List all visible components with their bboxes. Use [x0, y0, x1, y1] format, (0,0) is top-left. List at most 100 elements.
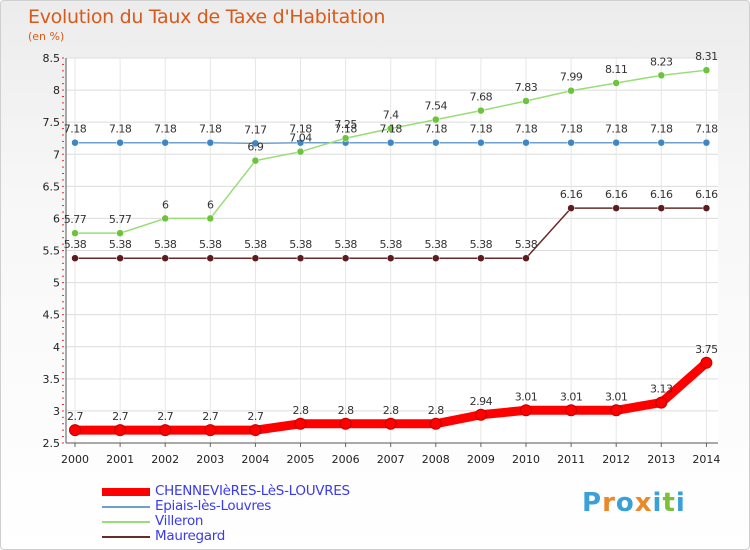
y-tick-label: 5 [53, 277, 60, 290]
x-tick-label: 2010 [512, 453, 540, 466]
data-point [206, 138, 215, 147]
data-label: 7.18 [560, 123, 583, 136]
y-tick-label: 5.5 [43, 245, 61, 258]
legend-swatch [102, 488, 150, 496]
logo-letter: x [634, 488, 653, 518]
data-label: 2.7 [247, 410, 263, 423]
y-tick-label: 8 [53, 84, 60, 97]
data-point [612, 204, 620, 212]
data-label: 5.38 [470, 238, 493, 251]
data-point [700, 356, 713, 369]
x-tick-label: 2012 [602, 453, 630, 466]
data-point [522, 254, 530, 262]
data-label: 2.7 [112, 410, 128, 423]
data-point [114, 424, 127, 437]
data-label: 5.38 [244, 238, 267, 251]
data-label: 8.11 [605, 63, 628, 76]
data-label: 7.54 [425, 100, 448, 113]
data-label: 3.75 [695, 343, 718, 356]
data-label: 5.38 [425, 238, 448, 251]
chart-title: Evolution du Taux de Taxe d'Habitation [28, 6, 386, 28]
data-point [386, 138, 395, 147]
x-tick-label: 2006 [332, 453, 360, 466]
logo-letter: o [615, 488, 635, 518]
x-tick-label: 2007 [377, 453, 405, 466]
data-label: 7.18 [199, 123, 222, 136]
data-point [657, 71, 666, 80]
data-label: 7.18 [695, 123, 718, 136]
x-tick-label: 2009 [467, 453, 495, 466]
y-tick-label: 8.5 [43, 52, 61, 65]
data-label: 7.17 [244, 123, 267, 136]
data-point [702, 138, 711, 147]
logo-letter: t [662, 488, 676, 518]
data-point [610, 404, 623, 417]
logo-letter: i [675, 488, 686, 518]
logo-letter: P [582, 488, 603, 518]
data-label: 2.8 [293, 404, 309, 417]
data-label: 6.16 [695, 188, 718, 201]
data-point [612, 138, 620, 147]
data-point [612, 79, 620, 87]
data-label: 7.04 [289, 132, 312, 145]
data-label: 6 [207, 198, 214, 211]
x-tick-label: 2001 [106, 453, 134, 466]
data-label: 7.18 [154, 123, 177, 136]
data-label: 7.18 [515, 123, 538, 136]
data-label: 2.7 [157, 410, 173, 423]
data-point [657, 138, 666, 147]
data-label: 7.18 [425, 123, 448, 136]
data-label: 8.31 [695, 50, 718, 63]
data-label: 7.18 [650, 123, 673, 136]
data-label: 7.99 [560, 71, 583, 84]
legend-label: Villeron [155, 513, 204, 529]
data-label: 5.38 [334, 238, 357, 251]
data-point [657, 204, 666, 212]
legend-swatch [102, 536, 150, 538]
data-point [69, 424, 81, 437]
data-point [71, 138, 79, 147]
data-point [655, 396, 668, 409]
data-label: 7.18 [470, 123, 493, 136]
data-label: 3.01 [515, 390, 538, 403]
data-point [161, 138, 169, 147]
data-label: 5.38 [199, 238, 222, 251]
data-label: 6 [162, 198, 169, 211]
x-tick-label: 2004 [241, 453, 269, 466]
legend-label: Mauregard [155, 528, 226, 544]
x-tick-label: 2011 [557, 453, 585, 466]
data-label: 5.38 [109, 238, 132, 251]
data-label: 7.83 [515, 81, 538, 94]
data-label: 5.77 [64, 213, 87, 226]
data-point [204, 424, 217, 437]
data-label: 8.23 [650, 55, 673, 68]
data-point [116, 229, 124, 237]
data-point [477, 254, 485, 262]
data-label: 5.38 [379, 238, 402, 251]
data-label: 7.18 [605, 123, 628, 136]
y-tick-label: 4.5 [43, 309, 61, 322]
data-point [522, 97, 530, 105]
legend-swatch [102, 521, 150, 523]
data-label: 5.38 [515, 238, 538, 251]
data-label: 2.94 [470, 395, 493, 408]
data-point [251, 254, 260, 262]
data-point [71, 254, 79, 262]
data-point [386, 254, 395, 262]
data-point [567, 204, 575, 212]
data-point [249, 424, 262, 437]
data-label: 6.16 [605, 188, 628, 201]
data-point [206, 254, 215, 262]
data-label: 5.38 [154, 238, 177, 251]
data-label: 3.01 [605, 390, 628, 403]
data-label: 2.8 [338, 404, 354, 417]
data-point [432, 115, 440, 124]
data-point [341, 254, 350, 262]
data-point [522, 138, 530, 147]
data-point [702, 204, 711, 212]
legend-label: Epiais-lès-Louvres [155, 498, 272, 514]
y-tick-label: 6 [53, 212, 60, 225]
data-label: 7.68 [470, 91, 493, 104]
data-label: 5.38 [64, 238, 87, 251]
